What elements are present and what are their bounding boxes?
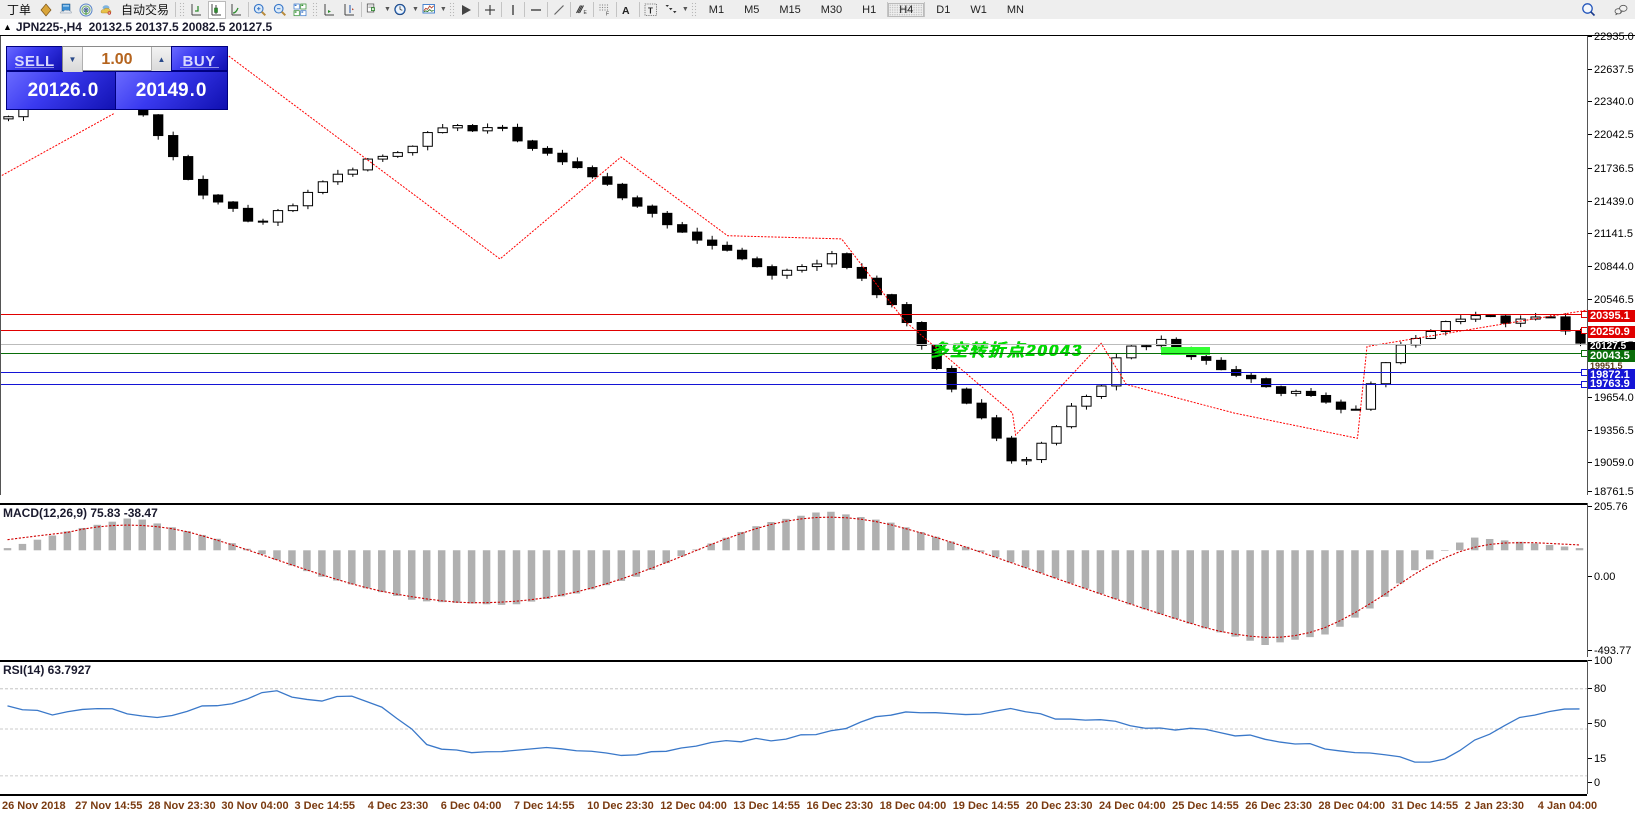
svg-text:F: F xyxy=(606,11,609,17)
svg-text:A: A xyxy=(622,5,630,17)
svg-text:E: E xyxy=(583,10,587,16)
svg-text:T: T xyxy=(648,6,653,15)
